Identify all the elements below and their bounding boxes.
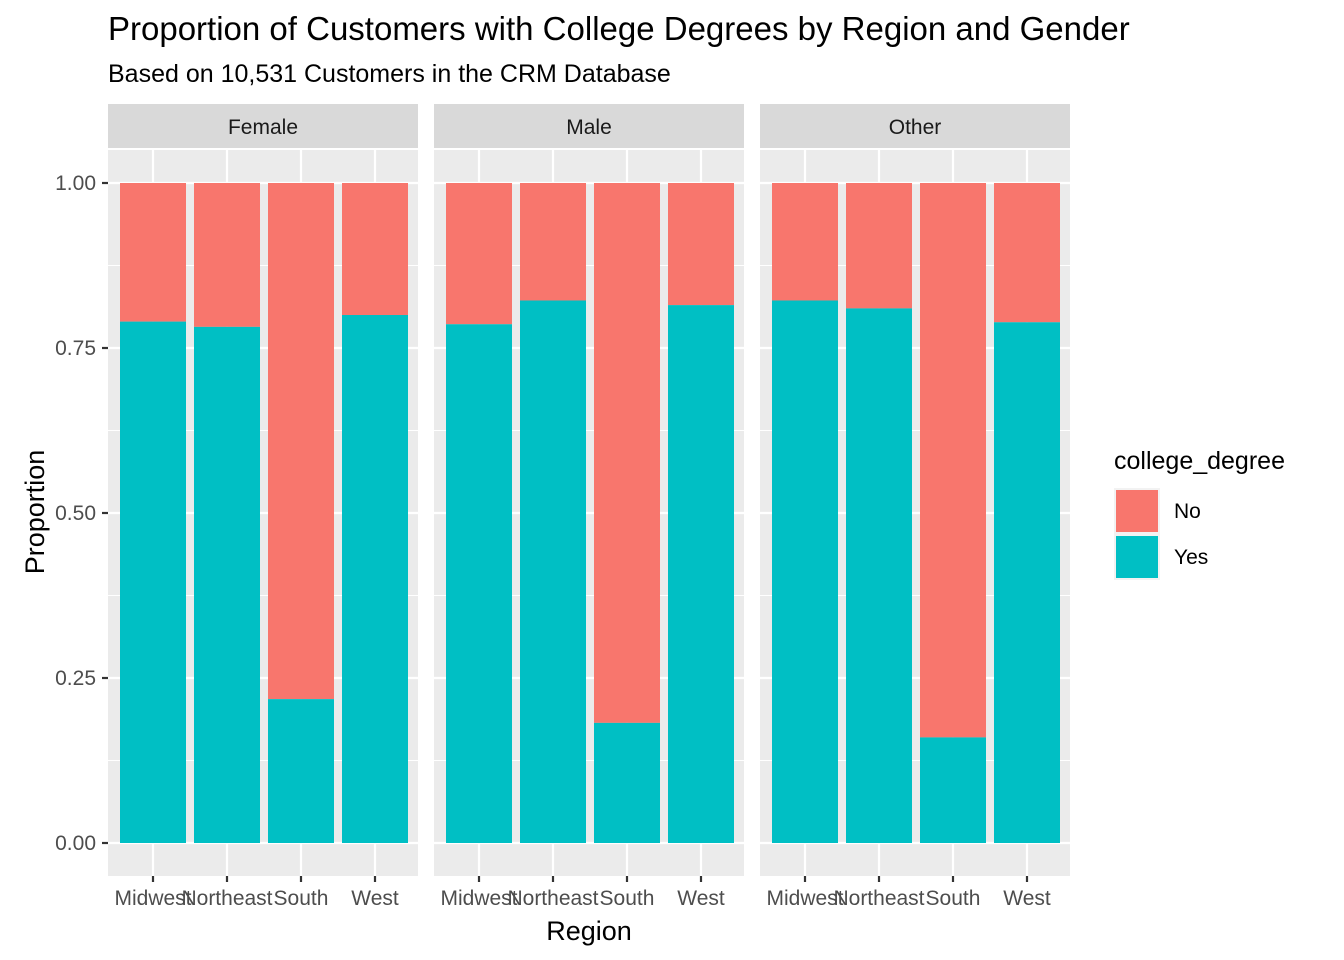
chart-subtitle: Based on 10,531 Customers in the CRM Dat… xyxy=(108,60,671,88)
bar-yes-male-northeast xyxy=(520,300,586,844)
facet-strip xyxy=(434,104,744,148)
x-tick-label: West xyxy=(677,887,725,910)
bar-yes-other-midwest xyxy=(772,300,838,844)
bar-no-male-south xyxy=(594,183,660,723)
x-tick-label: Northeast xyxy=(181,887,272,910)
x-axis-title: Region xyxy=(546,916,632,946)
bar-no-male-midwest xyxy=(446,183,512,325)
y-tick-label: 0.50 xyxy=(55,502,96,525)
legend-title: college_degree xyxy=(1114,447,1285,475)
legend: college_degree No Yes xyxy=(1114,447,1285,580)
legend-label-no: No xyxy=(1174,500,1201,523)
bar-no-other-midwest xyxy=(772,183,838,301)
bar-no-female-northeast xyxy=(194,183,260,327)
bar-no-other-south xyxy=(920,183,986,738)
y-axis-title: Proportion xyxy=(20,450,50,575)
x-tick-label: West xyxy=(351,887,399,910)
bar-yes-other-northeast xyxy=(846,308,912,843)
y-tick-label: 0.25 xyxy=(55,667,96,690)
bar-no-other-northeast xyxy=(846,183,912,309)
x-tick-label: Northeast xyxy=(833,887,924,910)
facet-strip xyxy=(108,104,418,148)
y-tick-label: 0.75 xyxy=(55,337,96,360)
facet-strip-label: Other xyxy=(889,116,942,139)
bar-yes-male-midwest xyxy=(446,324,512,843)
chart-title: Proportion of Customers with College Deg… xyxy=(108,10,1130,47)
x-tick-label: South xyxy=(600,887,655,910)
x-tick-label: Midwest xyxy=(440,887,517,910)
x-tick-label: Midwest xyxy=(766,887,843,910)
x-tick-label: Midwest xyxy=(114,887,191,910)
legend-key-no xyxy=(1116,490,1158,532)
facet-strip-label: Female xyxy=(228,116,298,139)
legend-key-yes xyxy=(1116,536,1158,578)
bar-yes-male-south xyxy=(594,722,660,843)
bar-yes-female-west xyxy=(342,315,408,843)
bar-no-other-west xyxy=(994,183,1060,323)
bar-yes-female-midwest xyxy=(120,321,186,844)
bar-yes-female-south xyxy=(268,699,334,843)
legend-label-yes: Yes xyxy=(1174,546,1208,569)
bar-no-female-west xyxy=(342,183,408,315)
bar-no-female-south xyxy=(268,183,334,700)
bar-yes-female-northeast xyxy=(194,326,260,843)
x-tick-label: West xyxy=(1003,887,1051,910)
bar-no-male-northeast xyxy=(520,183,586,301)
bar-yes-other-west xyxy=(994,322,1060,843)
bar-yes-male-west xyxy=(668,305,734,844)
y-tick-label: 0.00 xyxy=(55,832,96,855)
bar-yes-other-south xyxy=(920,737,986,843)
bar-no-female-midwest xyxy=(120,183,186,322)
x-tick-label: Northeast xyxy=(507,887,598,910)
x-tick-label: South xyxy=(274,887,329,910)
facet-strip xyxy=(760,104,1070,148)
bar-no-male-west xyxy=(668,183,734,306)
facet-strip-label: Male xyxy=(566,116,612,139)
x-tick-label: South xyxy=(926,887,981,910)
y-tick-label: 1.00 xyxy=(55,172,96,195)
y-axis: 0.00 0.25 0.50 0.75 1.00 xyxy=(55,172,108,855)
